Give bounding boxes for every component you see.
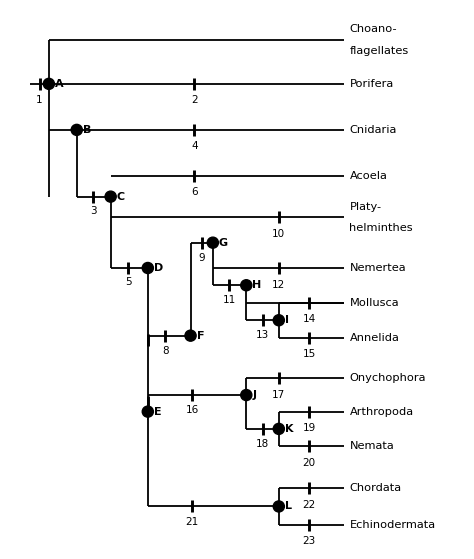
Text: 16: 16 <box>185 405 199 415</box>
Text: 1: 1 <box>36 96 43 105</box>
Circle shape <box>43 78 55 89</box>
Text: 23: 23 <box>302 537 316 546</box>
Text: 20: 20 <box>302 458 316 468</box>
Text: Cnidaria: Cnidaria <box>349 125 397 135</box>
Text: Annelida: Annelida <box>349 333 399 343</box>
Text: 15: 15 <box>302 349 316 359</box>
Text: helminthes: helminthes <box>349 223 413 233</box>
Text: 11: 11 <box>222 295 236 305</box>
Text: 5: 5 <box>125 277 132 287</box>
Text: 22: 22 <box>302 500 316 510</box>
Circle shape <box>185 330 196 341</box>
Text: Nemata: Nemata <box>349 441 394 451</box>
Circle shape <box>273 501 284 512</box>
Text: 14: 14 <box>302 314 316 324</box>
Text: G: G <box>219 238 228 248</box>
Text: I: I <box>285 315 289 325</box>
Text: C: C <box>117 192 125 202</box>
Circle shape <box>273 423 284 434</box>
Circle shape <box>207 237 219 248</box>
Text: Platy-: Platy- <box>349 202 382 212</box>
Text: D: D <box>154 263 163 273</box>
Circle shape <box>71 124 82 135</box>
Text: 6: 6 <box>191 187 198 197</box>
Circle shape <box>142 406 154 417</box>
Text: Nemertea: Nemertea <box>349 263 406 273</box>
Text: 18: 18 <box>256 439 269 449</box>
Text: 7: 7 <box>145 411 151 421</box>
Text: 19: 19 <box>302 423 316 433</box>
Text: Acoela: Acoela <box>349 171 387 181</box>
Circle shape <box>241 280 252 291</box>
Circle shape <box>273 315 284 326</box>
Text: F: F <box>197 331 204 340</box>
Text: 17: 17 <box>272 390 285 400</box>
Text: 10: 10 <box>272 229 285 239</box>
Text: L: L <box>285 501 292 511</box>
Text: 12: 12 <box>272 280 285 290</box>
Text: Choano-: Choano- <box>349 25 397 34</box>
Text: Onychophora: Onychophora <box>349 373 426 383</box>
Text: Chordata: Chordata <box>349 483 401 493</box>
Text: 4: 4 <box>191 141 198 151</box>
Text: 21: 21 <box>185 517 199 527</box>
Text: 9: 9 <box>199 253 205 263</box>
Circle shape <box>241 390 252 401</box>
Circle shape <box>142 263 154 273</box>
Text: Mollusca: Mollusca <box>349 297 399 307</box>
Text: H: H <box>252 280 262 290</box>
Circle shape <box>105 191 116 202</box>
Text: J: J <box>252 390 256 400</box>
Text: 13: 13 <box>256 330 269 340</box>
Text: E: E <box>154 406 162 416</box>
Text: A: A <box>55 79 64 89</box>
Text: 3: 3 <box>90 206 96 216</box>
Text: Echinodermata: Echinodermata <box>349 520 436 530</box>
Text: flagellates: flagellates <box>349 46 409 56</box>
Text: Arthropoda: Arthropoda <box>349 406 413 416</box>
Text: 8: 8 <box>162 346 169 356</box>
Text: 2: 2 <box>191 96 198 105</box>
Text: Porifera: Porifera <box>349 79 394 89</box>
Text: K: K <box>285 424 293 434</box>
Text: B: B <box>83 125 91 135</box>
